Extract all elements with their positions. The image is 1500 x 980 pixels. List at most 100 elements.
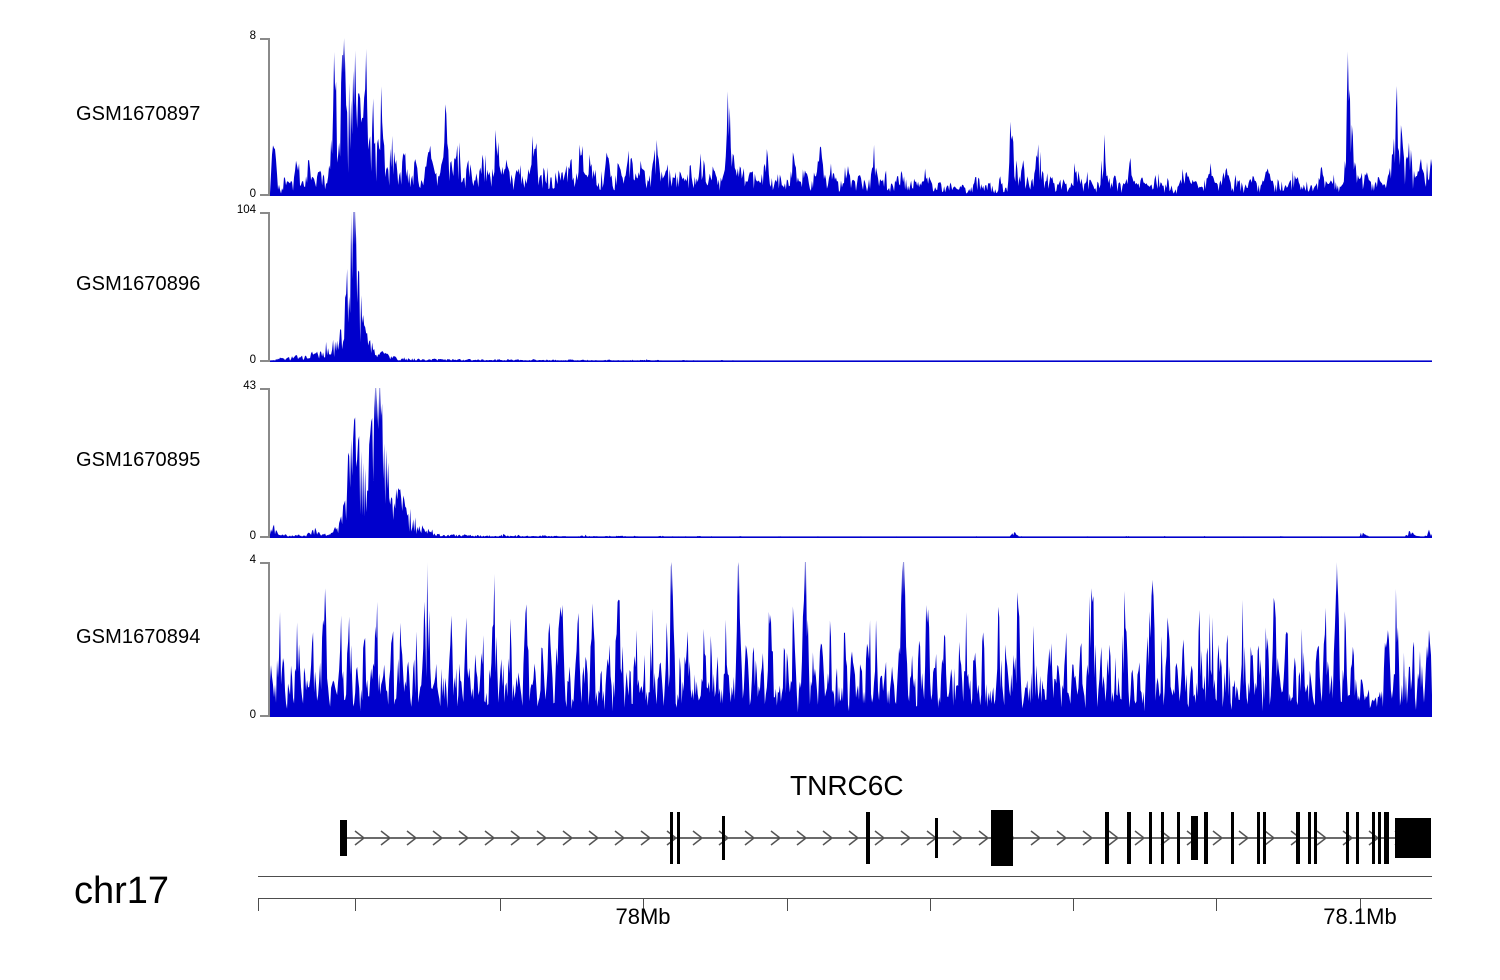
coverage-plot[interactable] — [270, 388, 1432, 538]
ruler-coordinate-label: 78.1Mb — [1323, 904, 1397, 929]
ruler-tick — [258, 898, 259, 911]
y-axis-max-value: 4 — [249, 554, 256, 566]
ruler-tick — [930, 898, 931, 911]
ruler-tick — [1360, 898, 1361, 924]
exon-block — [1231, 812, 1234, 864]
coverage-area — [270, 388, 1432, 538]
strand-arrow-icon — [588, 830, 600, 846]
exon-block — [1257, 812, 1260, 864]
y-axis-min-value: 0 — [249, 354, 256, 366]
track-label: GSM1670895 — [76, 449, 201, 471]
coverage-plot[interactable] — [270, 562, 1432, 717]
strand-arrow-icon — [380, 830, 392, 846]
strand-arrow-icon — [692, 830, 704, 846]
strand-arrow-icon — [1238, 830, 1250, 846]
strand-arrow-icon — [1134, 830, 1146, 846]
exon-block — [722, 816, 725, 860]
y-axis-min-tick — [260, 360, 269, 362]
strand-arrow-icon — [978, 830, 990, 846]
strand-arrow-icon — [900, 830, 912, 846]
exon-block — [1346, 812, 1349, 864]
strand-arrow-icon — [614, 830, 626, 846]
track-label: GSM1670894 — [76, 625, 201, 648]
exon-block — [1177, 812, 1180, 864]
exon-block — [991, 810, 1013, 866]
strand-arrow-icon — [1108, 830, 1120, 846]
strand-arrow-icon — [484, 830, 496, 846]
strand-arrow-icon — [952, 830, 964, 846]
coverage-area — [270, 38, 1432, 196]
strand-arrow-icon — [1316, 830, 1328, 846]
coverage-area — [270, 562, 1432, 717]
y-axis-max-tick — [260, 388, 269, 390]
exon-block — [670, 812, 673, 864]
exon-block — [1191, 816, 1198, 860]
exon-block — [1378, 812, 1381, 864]
strand-arrow-icon — [510, 830, 522, 846]
exon-block — [677, 812, 680, 864]
strand-arrow-icon — [562, 830, 574, 846]
exon-block — [1161, 812, 1164, 864]
strand-arrow-icon — [1056, 830, 1068, 846]
y-axis-max-tick — [260, 562, 269, 564]
y-axis-min-value: 0 — [249, 530, 256, 542]
y-axis-max-tick — [260, 38, 269, 40]
exon-block — [1384, 812, 1389, 864]
exon-block — [1308, 812, 1311, 864]
coordinate-ruler[interactable]: 78Mb 78.1Mb — [0, 876, 1500, 980]
y-axis-line — [268, 38, 270, 196]
strand-arrow-icon — [536, 830, 548, 846]
coverage-plot[interactable] — [270, 38, 1432, 196]
strand-arrow-icon — [874, 830, 886, 846]
y-axis-line — [268, 388, 270, 538]
strand-arrow-icon — [770, 830, 782, 846]
ruler-coordinate-label: 78Mb — [615, 904, 671, 929]
y-axis-max-value: 8 — [249, 30, 256, 42]
y-axis-line — [268, 212, 270, 362]
strand-arrow-icon — [458, 830, 470, 846]
strand-arrow-icon — [640, 830, 652, 846]
ruler-baseline — [258, 898, 1432, 899]
y-axis-line — [268, 562, 270, 717]
exon-block — [1314, 812, 1317, 864]
track-label: GSM1670897 — [76, 103, 201, 125]
ruler-top-line — [258, 876, 1432, 877]
ruler-tick — [1216, 898, 1217, 911]
exon-block — [1296, 812, 1300, 864]
chromosome-label: chr17 — [74, 870, 170, 912]
strand-arrow-icon — [432, 830, 444, 846]
ruler-tick — [1073, 898, 1074, 911]
ruler-tick — [500, 898, 501, 911]
exon-block — [1263, 812, 1266, 864]
coverage-plot[interactable] — [270, 212, 1432, 362]
strand-arrow-icon — [406, 830, 418, 846]
ruler-tick — [787, 898, 788, 911]
y-axis-min-tick — [260, 194, 269, 196]
y-axis-max-value: 104 — [236, 204, 256, 216]
strand-arrow-icon — [1264, 830, 1276, 846]
track-label: GSM1670896 — [76, 273, 201, 295]
exon-block — [1395, 818, 1431, 858]
strand-arrow-icon — [354, 830, 366, 846]
exon-block — [1356, 812, 1359, 864]
strand-arrow-icon — [796, 830, 808, 846]
exon-block — [866, 812, 870, 864]
y-axis-max-tick — [260, 212, 269, 214]
exon-block — [935, 818, 938, 858]
ruler-tick — [643, 898, 644, 924]
y-axis-max-value: 43 — [243, 380, 256, 392]
gene-name-label: TNRC6C — [790, 770, 904, 801]
strand-arrow-icon — [744, 830, 756, 846]
strand-arrow-icon — [1030, 830, 1042, 846]
exon-block — [1149, 812, 1152, 864]
y-axis-min-value: 0 — [249, 188, 256, 200]
strand-arrow-icon — [1082, 830, 1094, 846]
y-axis-min-tick — [260, 536, 269, 538]
strand-arrow-icon — [822, 830, 834, 846]
gene-model-svg[interactable] — [0, 760, 1500, 880]
coverage-area — [270, 212, 1432, 362]
y-axis-min-value: 0 — [249, 709, 256, 721]
exon-block — [1105, 812, 1109, 864]
exon-block — [1372, 812, 1375, 864]
